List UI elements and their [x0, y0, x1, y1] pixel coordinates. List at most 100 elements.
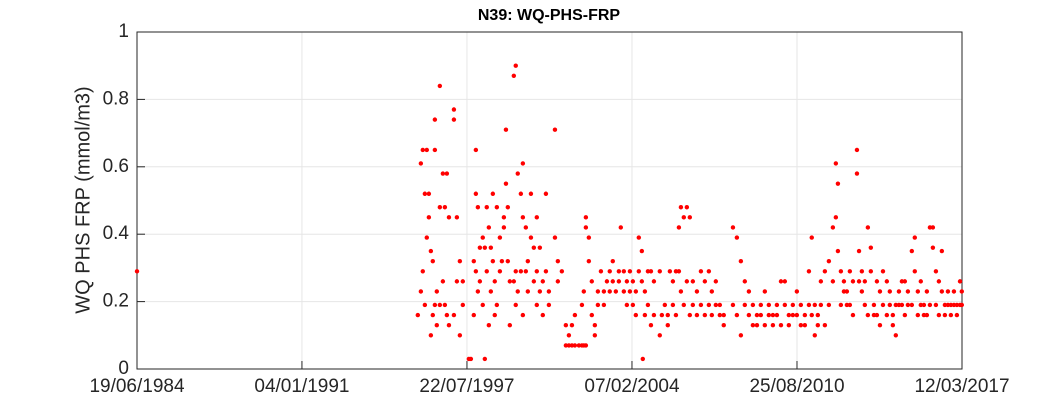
data-point	[862, 302, 868, 308]
data-point	[826, 258, 832, 264]
data-point	[812, 302, 817, 308]
data-point	[933, 302, 939, 308]
data-point	[531, 245, 537, 250]
data-point	[513, 63, 518, 68]
data-point	[874, 312, 880, 318]
data-point	[624, 302, 630, 308]
data-point	[134, 269, 140, 274]
data-point	[687, 312, 693, 318]
data-point	[865, 312, 871, 318]
data-point	[520, 161, 526, 166]
data-point	[418, 161, 424, 166]
data-point	[592, 333, 598, 338]
x-tick-label: 19/06/1984	[89, 376, 185, 397]
data-point	[432, 302, 438, 308]
data-point	[786, 312, 792, 318]
data-point	[477, 245, 483, 250]
data-point	[586, 258, 592, 264]
data-point	[770, 322, 776, 328]
data-point	[566, 343, 572, 348]
data-point	[451, 117, 457, 122]
y-tick-label: 0.4	[103, 223, 130, 244]
data-point	[762, 322, 768, 328]
data-point	[877, 322, 883, 328]
data-point	[633, 312, 639, 318]
data-point	[490, 191, 496, 196]
data-point	[546, 302, 552, 308]
data-point	[475, 205, 481, 210]
data-point	[746, 312, 752, 318]
data-point	[639, 248, 645, 254]
data-point	[442, 205, 448, 210]
data-point	[627, 289, 633, 294]
data-point	[444, 171, 450, 176]
data-point	[694, 312, 700, 318]
data-point	[766, 302, 772, 308]
data-point	[939, 289, 945, 294]
data-point	[460, 279, 466, 284]
data-point	[856, 279, 862, 284]
data-point	[484, 269, 489, 274]
data-point	[480, 235, 485, 240]
data-point	[454, 215, 460, 220]
data-point	[822, 269, 828, 274]
data-point	[746, 289, 752, 294]
chart-title: N39: WQ-PHS-FRP	[478, 7, 621, 24]
data-point	[758, 302, 764, 308]
data-point	[927, 302, 933, 308]
data-point	[822, 322, 828, 328]
data-point	[893, 302, 899, 308]
data-point	[440, 171, 446, 176]
data-point	[488, 245, 494, 250]
data-point	[830, 225, 836, 230]
data-point	[874, 279, 880, 284]
data-point	[513, 302, 518, 308]
data-point	[457, 258, 463, 264]
data-point	[581, 289, 587, 294]
data-point	[569, 322, 575, 328]
data-point	[559, 269, 565, 274]
data-point	[706, 302, 712, 308]
data-point	[930, 245, 936, 250]
data-point	[665, 322, 670, 328]
data-point	[681, 215, 687, 220]
data-point	[486, 225, 492, 230]
data-point	[690, 302, 696, 308]
data-point	[475, 289, 481, 294]
data-point	[698, 269, 704, 274]
data-point	[912, 235, 917, 240]
data-point	[537, 245, 543, 250]
data-point	[432, 117, 438, 122]
data-point	[877, 289, 883, 294]
data-point	[525, 258, 531, 264]
data-point	[838, 302, 844, 308]
data-point	[826, 302, 832, 308]
data-point	[563, 322, 569, 328]
data-point	[595, 302, 601, 308]
data-point	[484, 205, 489, 210]
data-point	[418, 289, 424, 294]
data-point	[515, 171, 520, 176]
data-point	[678, 289, 684, 294]
data-point	[630, 279, 636, 284]
data-point	[856, 248, 862, 254]
data-point	[503, 181, 509, 186]
data-point	[492, 279, 497, 284]
data-point	[673, 312, 679, 318]
data-point	[844, 289, 850, 294]
data-point	[924, 289, 930, 294]
data-point	[893, 333, 899, 338]
data-point	[523, 269, 529, 274]
data-point	[471, 258, 476, 264]
data-point	[802, 312, 808, 318]
data-point	[665, 312, 670, 318]
data-point	[499, 258, 505, 264]
data-point	[841, 279, 847, 284]
data-point	[670, 302, 676, 308]
data-point	[706, 269, 712, 274]
data-point	[833, 161, 839, 166]
data-point	[426, 215, 432, 220]
data-point	[713, 279, 719, 284]
data-point	[887, 289, 893, 294]
